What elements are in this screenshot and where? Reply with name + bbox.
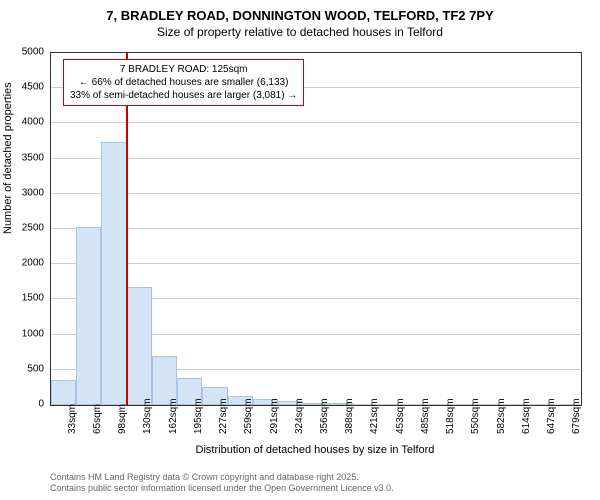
x-tick-label: 518sqm (445, 398, 456, 434)
chart-title: 7, BRADLEY ROAD, DONNINGTON WOOD, TELFOR… (0, 0, 600, 25)
x-tick-label: 614sqm (521, 398, 532, 434)
x-tick-label: 550sqm (470, 398, 481, 434)
y-axis: 0500100015002000250030003500400045005000 (0, 52, 48, 404)
y-tick-label: 3000 (4, 187, 44, 198)
y-tick-label: 0 (4, 399, 44, 410)
chart-container: 7, BRADLEY ROAD, DONNINGTON WOOD, TELFOR… (0, 0, 600, 500)
footer-line1: Contains HM Land Registry data © Crown c… (50, 472, 394, 483)
x-tick-label: 647sqm (546, 398, 557, 434)
annotation-line1: 7 BRADLEY ROAD: 125sqm (70, 63, 297, 76)
x-tick-label: 324sqm (294, 398, 305, 434)
x-tick-label: 421sqm (369, 398, 380, 434)
y-tick-label: 1500 (4, 293, 44, 304)
histogram-bar (51, 380, 76, 405)
x-tick-label: 33sqm (67, 404, 78, 434)
x-tick-label: 356sqm (319, 398, 330, 434)
y-tick-label: 2500 (4, 223, 44, 234)
footer-line2: Contains public sector information licen… (50, 483, 394, 494)
histogram-bar (101, 142, 126, 405)
histogram-bar (76, 227, 101, 405)
x-axis: 33sqm65sqm98sqm130sqm162sqm195sqm227sqm2… (50, 404, 580, 444)
footer-attribution: Contains HM Land Registry data © Crown c… (50, 472, 394, 494)
x-axis-label: Distribution of detached houses by size … (50, 444, 580, 456)
plot-area: 7 BRADLEY ROAD: 125sqm ← 66% of detached… (50, 52, 582, 406)
x-tick-label: 130sqm (142, 398, 153, 434)
y-tick-label: 4500 (4, 82, 44, 93)
annotation-line3: 33% of semi-detached houses are larger (… (70, 89, 297, 102)
y-tick-label: 500 (4, 363, 44, 374)
x-tick-label: 679sqm (571, 398, 582, 434)
y-tick-label: 1000 (4, 328, 44, 339)
title-line1: 7, BRADLEY ROAD, DONNINGTON WOOD, TELFOR… (0, 8, 600, 25)
x-tick-label: 485sqm (420, 398, 431, 434)
y-tick-label: 3500 (4, 152, 44, 163)
y-tick-label: 4000 (4, 117, 44, 128)
x-tick-label: 453sqm (395, 398, 406, 434)
x-tick-label: 162sqm (168, 398, 179, 434)
y-tick-label: 2000 (4, 258, 44, 269)
x-tick-label: 388sqm (344, 398, 355, 434)
x-tick-label: 98sqm (117, 404, 128, 434)
annotation-box: 7 BRADLEY ROAD: 125sqm ← 66% of detached… (63, 59, 304, 106)
x-tick-label: 195sqm (193, 398, 204, 434)
y-tick-label: 5000 (4, 47, 44, 58)
x-tick-label: 582sqm (496, 398, 507, 434)
x-tick-label: 65sqm (92, 404, 103, 434)
histogram-bar (127, 287, 152, 405)
x-tick-label: 227sqm (218, 398, 229, 434)
x-tick-label: 259sqm (243, 398, 254, 434)
x-tick-label: 291sqm (269, 398, 280, 434)
chart-subtitle: Size of property relative to detached ho… (0, 25, 600, 43)
annotation-line2: ← 66% of detached houses are smaller (6,… (70, 76, 297, 89)
